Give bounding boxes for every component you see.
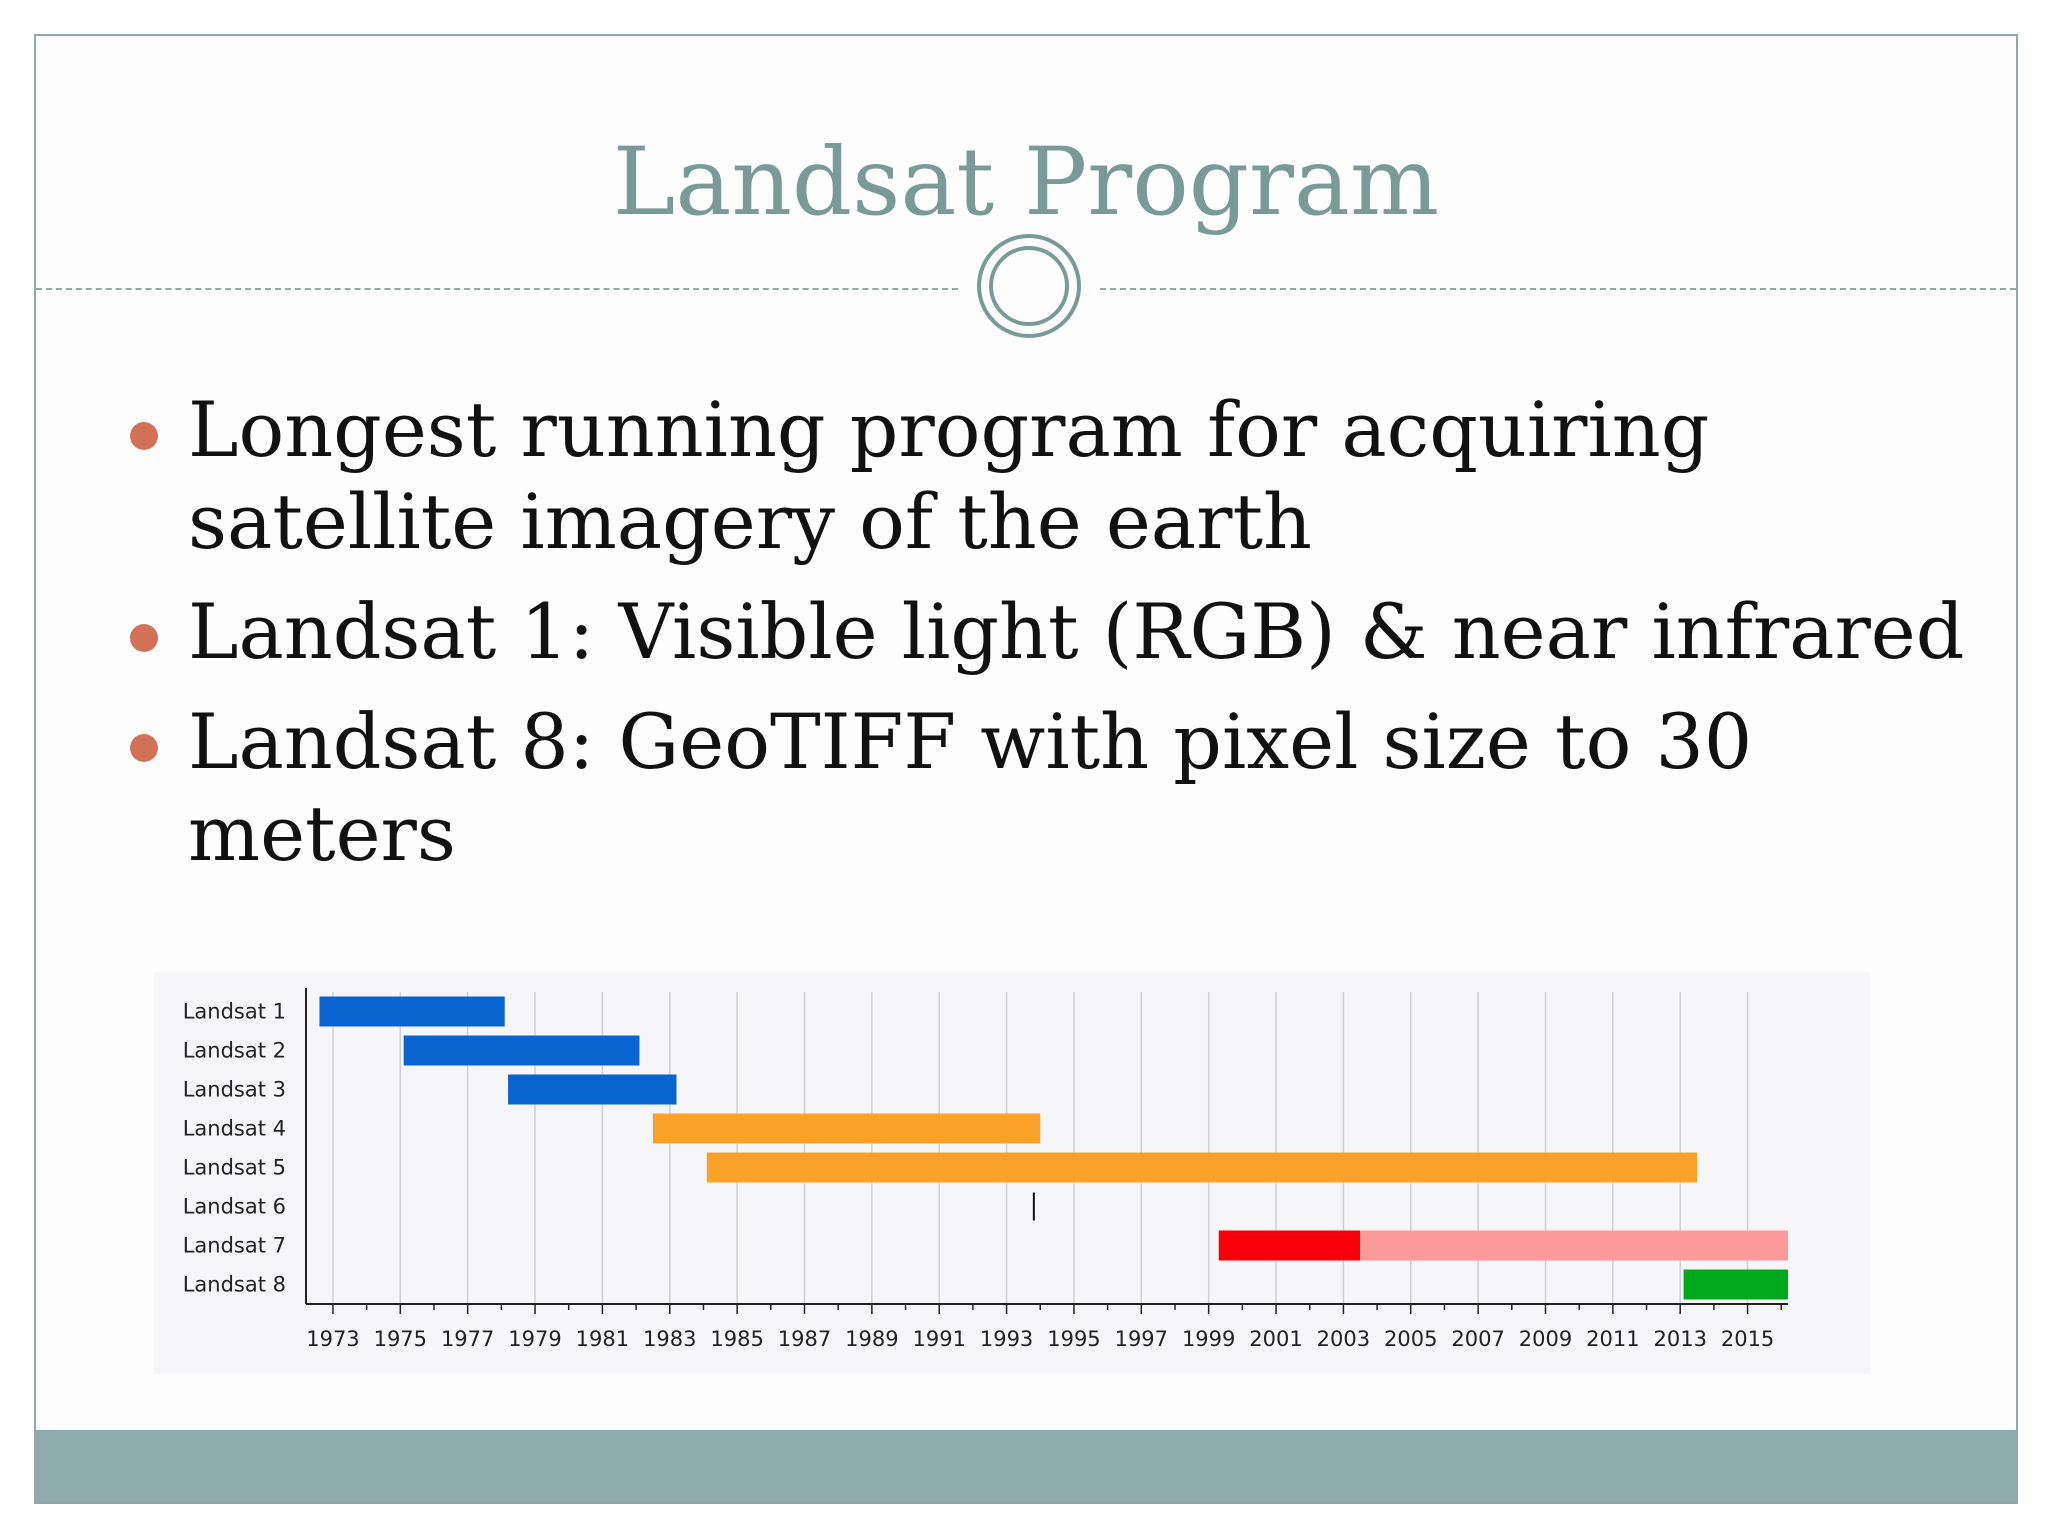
bullet-text: Longest running program for acquiring sa… — [188, 385, 1710, 566]
bullet-item: Longest running program for acquiring sa… — [96, 384, 1976, 568]
timeline-svg: 1973 1975 1977 1979 1981 1983 1985 1987 1989 1991… — [183, 988, 1788, 1351]
y-category-label: Landsat 7 — [183, 1234, 286, 1258]
y-category-label: Landsat 2 — [183, 1039, 286, 1063]
y-category-label: Landsat 4 — [183, 1117, 286, 1141]
y-category-label: Landsat 3 — [183, 1078, 286, 1102]
timeline-bar — [1683, 1269, 1788, 1300]
bullet-dot-icon — [130, 734, 158, 762]
timeline-bar — [1360, 1230, 1788, 1261]
bullet-list: Longest running program for acquiring sa… — [96, 384, 1976, 898]
x-tick-label: 1985 — [710, 1327, 763, 1351]
timeline-bar — [706, 1152, 1698, 1183]
bullet-item: Landsat 1: Visible light (RGB) & near in… — [96, 586, 1976, 678]
title-divider-left — [36, 288, 958, 290]
x-tick-label: 1973 — [306, 1327, 359, 1351]
y-category-label: Landsat 1 — [183, 1000, 286, 1024]
footer-band — [36, 1430, 2016, 1502]
divider-ring-ornament — [977, 234, 1081, 338]
x-tick-label: 2005 — [1384, 1327, 1437, 1351]
x-tick-label: 1997 — [1115, 1327, 1168, 1351]
x-tick-label: 1979 — [508, 1327, 561, 1351]
x-tick-label: 1977 — [441, 1327, 494, 1351]
x-tick-label: 1995 — [1047, 1327, 1100, 1351]
landsat-timeline-chart: 1973 1975 1977 1979 1981 1983 1985 1987 1989 1991… — [154, 972, 1870, 1374]
bullet-dot-icon — [130, 422, 158, 450]
x-tick-label: 1983 — [643, 1327, 696, 1351]
x-tick-label: 2003 — [1317, 1327, 1370, 1351]
timeline-bar — [1032, 1192, 1035, 1221]
x-tick-label: 2009 — [1519, 1327, 1572, 1351]
x-tick-label: 1991 — [912, 1327, 965, 1351]
x-tick-label: 2013 — [1653, 1327, 1706, 1351]
x-tick-label: 1975 — [374, 1327, 427, 1351]
title-divider-right — [1100, 288, 2016, 290]
slide-title: Landsat Program — [612, 128, 1440, 237]
slide: Landsat Program Longest running program … — [34, 34, 2018, 1504]
x-tick-label: 1993 — [980, 1327, 1033, 1351]
x-tick-label: 1999 — [1182, 1327, 1235, 1351]
timeline-bar — [508, 1074, 677, 1105]
bullet-text: Landsat 1: Visible light (RGB) & near in… — [188, 587, 1965, 676]
bullet-item: Landsat 8: GeoTIFF with pixel size to 30… — [96, 696, 1976, 880]
y-category-label: Landsat 8 — [183, 1273, 286, 1297]
y-category-label: Landsat 5 — [183, 1156, 286, 1180]
x-tick-label: 1989 — [845, 1327, 898, 1351]
timeline-bar — [319, 996, 505, 1027]
x-tick-label: 2011 — [1586, 1327, 1639, 1351]
bullet-dot-icon — [130, 624, 158, 652]
timeline-bar — [652, 1113, 1041, 1144]
x-tick-label: 2007 — [1451, 1327, 1504, 1351]
x-tick-label: 1987 — [778, 1327, 831, 1351]
timeline-bar — [403, 1035, 640, 1066]
bullet-text: Landsat 8: GeoTIFF with pixel size to 30… — [188, 697, 1753, 878]
y-category-label: Landsat 6 — [183, 1195, 286, 1219]
timeline-bar — [1218, 1230, 1361, 1261]
divider-ring-inner — [989, 246, 1069, 326]
x-tick-label: 2015 — [1721, 1327, 1774, 1351]
x-tick-label: 2001 — [1249, 1327, 1302, 1351]
x-tick-label: 1981 — [576, 1327, 629, 1351]
